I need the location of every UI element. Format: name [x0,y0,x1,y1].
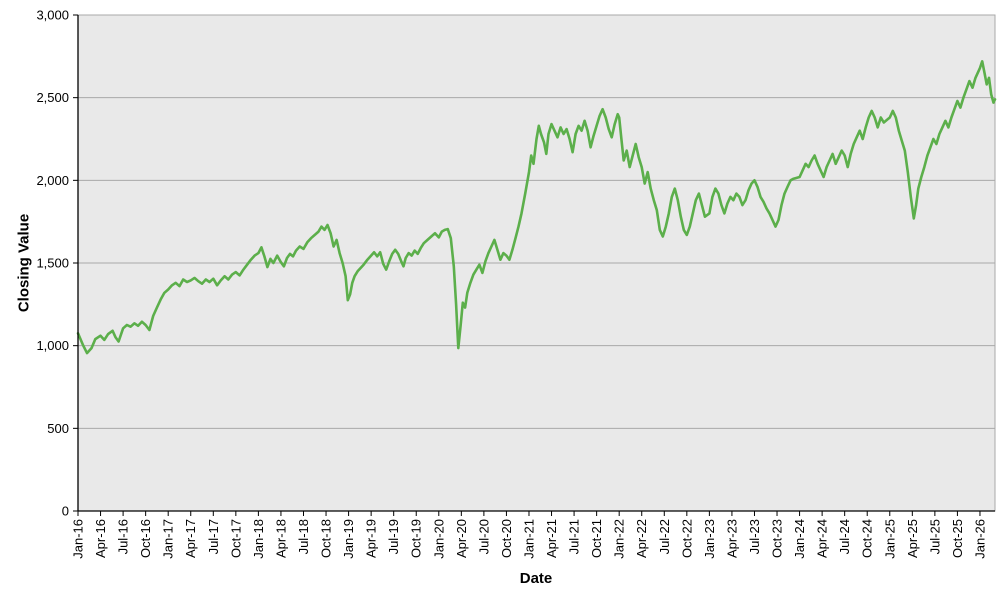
x-tick-label: Jul-21 [567,519,582,554]
x-tick-label: Jan-26 [972,519,987,559]
x-tick-label: Oct-22 [679,519,694,558]
x-tick-label: Apr-21 [544,519,559,558]
x-tick-label: Jan-16 [71,519,86,559]
x-tick-label: Jan-21 [521,519,536,559]
x-tick-label: Apr-17 [183,519,198,558]
x-tick-label: Jan-18 [251,519,266,559]
x-tick-label: Jan-25 [882,519,897,559]
x-axis: Jan-16 Apr-16 Jul-16 Oct-16 Jan-17 Apr-17 Jul-… [71,511,987,559]
x-tick-label: Apr-20 [454,519,469,558]
x-tick-label: Oct-24 [860,519,875,558]
x-tick-label: Jul-16 [116,519,131,554]
x-tick-label: Apr-22 [634,519,649,558]
x-tick-label: Jul-25 [927,519,942,554]
x-tick-label: Jul-17 [206,519,221,554]
x-tick-label: Apr-24 [815,519,830,558]
x-tick-label: Jul-18 [296,519,311,554]
x-tick-label: Jul-23 [747,519,762,554]
x-tick-label: Jan-17 [161,519,176,559]
x-tick-label: Jul-24 [837,519,852,554]
y-tick-label: 3,000 [36,8,69,23]
y-tick-label: 0 [62,504,69,519]
x-tick-label: Oct-16 [138,519,153,558]
y-tick-label: 2,500 [36,90,69,105]
x-tick-label: Jan-20 [431,519,446,559]
y-tick-label: 2,000 [36,173,69,188]
x-tick-label: Oct-17 [228,519,243,558]
series-line [76,60,997,355]
x-tick-label: Jul-22 [657,519,672,554]
y-tick-label: 500 [47,421,69,436]
x-axis-title: Date [519,570,553,587]
x-tick-label: Apr-16 [93,519,108,558]
x-tick-label: Apr-25 [905,519,920,558]
x-tick-label: Oct-23 [770,519,785,558]
y-tick-label: 1,500 [36,256,69,271]
x-tick-label: Oct-21 [589,519,604,558]
x-tick-label: Apr-23 [724,519,739,558]
x-tick-label: Apr-18 [273,519,288,558]
x-tick-label: Jan-23 [702,519,717,559]
x-tick-label: Oct-19 [409,519,424,558]
x-tick-label: Oct-20 [499,519,514,558]
x-tick-label: Oct-25 [950,519,965,558]
x-tick-label: Apr-19 [364,519,379,558]
x-tick-label: Jan-24 [792,519,807,559]
x-tick-label: Oct-18 [319,519,334,558]
y-axis: 0 500 1,000 1,500 2,000 2,500 3,000 [36,8,78,519]
y-tick-label: 1,000 [36,338,69,353]
x-tick-label: Jan-19 [341,519,356,559]
gridlines [78,14,995,429]
x-tick-label: Jan-22 [612,519,627,559]
x-tick-label: Jul-20 [476,519,491,554]
x-tick-label: Jul-19 [386,519,401,554]
y-axis-title: Closing Value [15,213,33,313]
